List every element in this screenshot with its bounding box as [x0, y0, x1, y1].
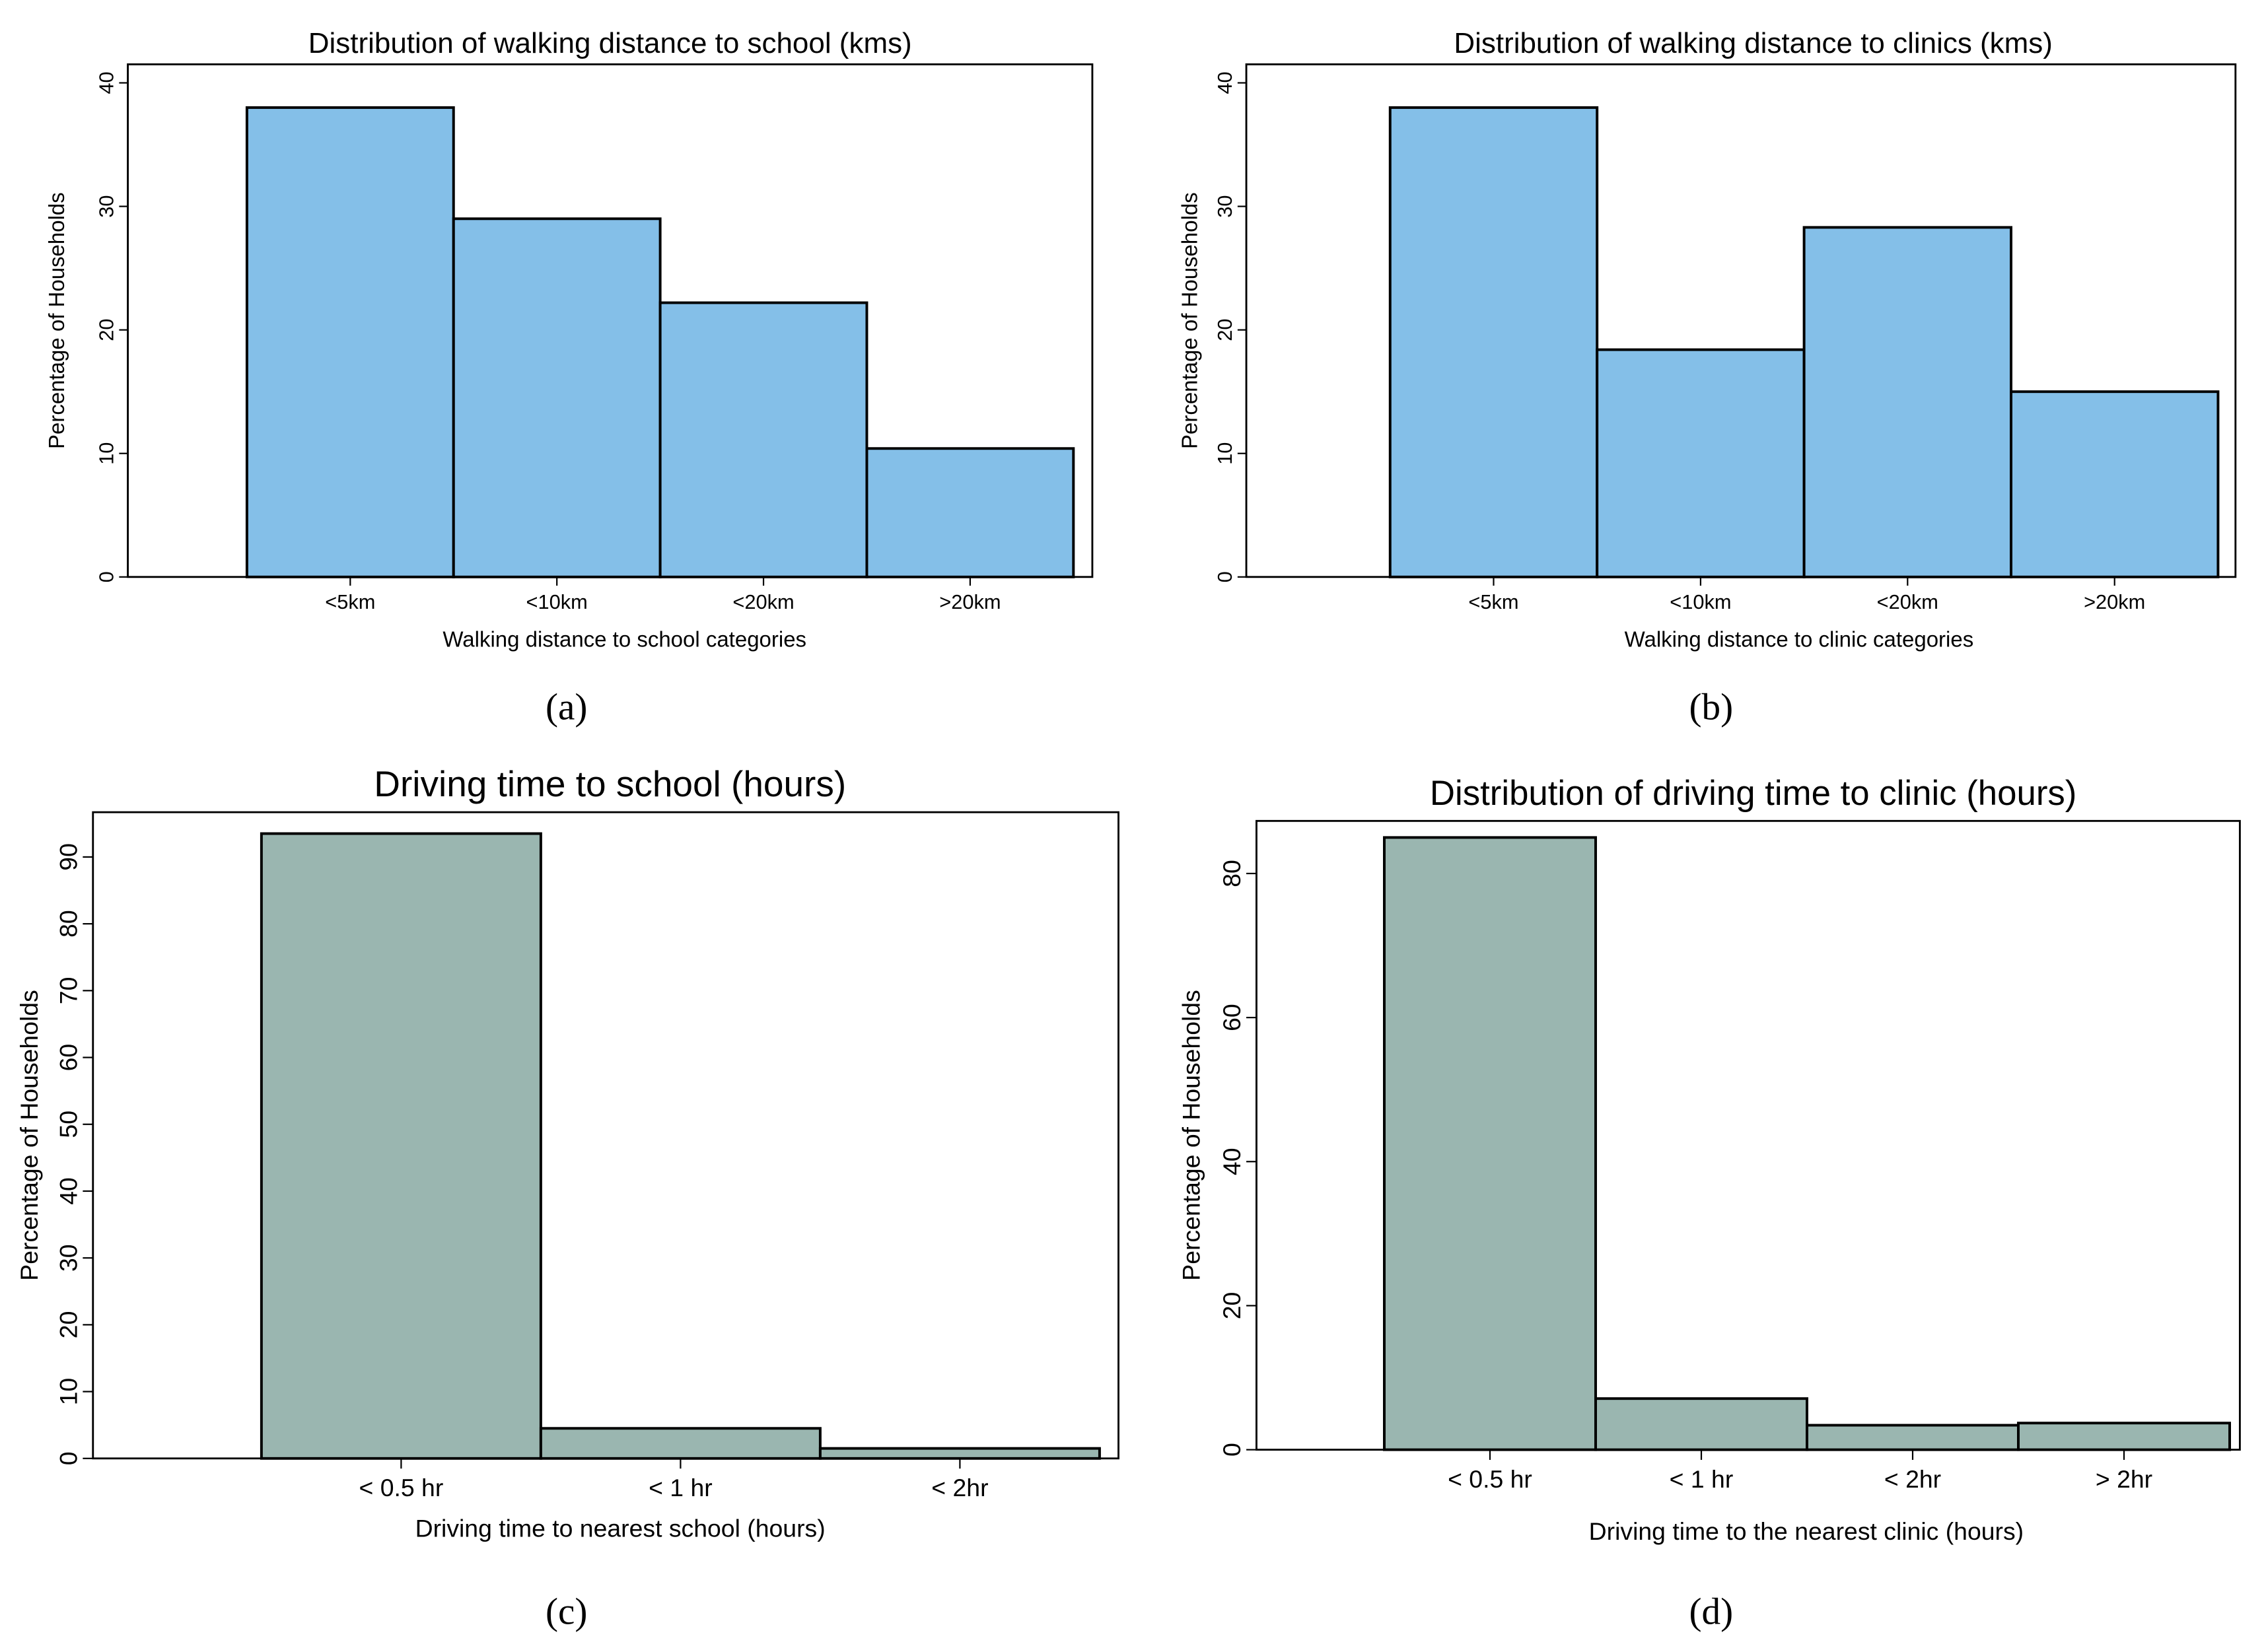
- chart-title: Driving time to school (hours): [374, 763, 846, 804]
- x-tick-label: <20km: [732, 590, 794, 613]
- panel-caption: (a): [546, 686, 587, 728]
- bar-1: [539, 1427, 822, 1460]
- y-axis-label: Percentage of Households: [15, 990, 43, 1281]
- y-tick-label: 30: [55, 1244, 83, 1272]
- y-axis-label: Percentage of Households: [1178, 990, 1205, 1281]
- panel-caption: (b): [1689, 686, 1734, 728]
- y-tick-label: 0: [55, 1451, 83, 1465]
- y-tick-label: 60: [1218, 1004, 1246, 1031]
- y-tick-label: 0: [1218, 1443, 1246, 1457]
- x-tick-label: < 0.5 hr: [1448, 1465, 1532, 1493]
- x-axis-label: Walking distance to clinic categories: [1625, 627, 1974, 651]
- y-axis-label: Percentage of Households: [1177, 192, 1201, 449]
- x-tick-label: < 2hr: [931, 1474, 988, 1501]
- chart-panel-c: Driving time to school (hours) < 0.5 hr < …: [15, 763, 1119, 1633]
- x-tick-label: > 2hr: [2096, 1465, 2152, 1493]
- y-tick-label: 70: [55, 977, 83, 1005]
- y-tick-label: 30: [95, 195, 118, 217]
- bar-1: [1594, 1397, 1808, 1451]
- chart-panel-d: Distribution of driving time to clinic (…: [1178, 774, 2241, 1633]
- plot-frame: [92, 811, 1119, 1460]
- y-tick-label: 0: [1213, 571, 1236, 582]
- y-tick-label: 90: [55, 843, 83, 871]
- y-tick-label: 20: [95, 319, 118, 341]
- panel-caption: (d): [1689, 1591, 1734, 1633]
- y-tick-label: 40: [1213, 71, 1236, 94]
- y-tick-label: 40: [55, 1177, 83, 1205]
- bar-0: [1383, 836, 1597, 1451]
- x-axis-label: Driving time to the nearest clinic (hour…: [1589, 1517, 2024, 1545]
- x-tick-label: <5km: [1468, 590, 1518, 613]
- chart-title: Distribution of walking distance to scho…: [308, 27, 912, 59]
- bar-3: [2010, 390, 2220, 578]
- chart-title: Distribution of driving time to clinic (…: [1430, 774, 2076, 813]
- y-tick-label: 10: [1213, 442, 1236, 465]
- bar-2: [1806, 1424, 2020, 1451]
- bar-0: [1388, 106, 1599, 578]
- y-tick-label: 20: [1213, 319, 1236, 341]
- bar-1: [452, 217, 662, 578]
- x-axis-label: Driving time to nearest school (hours): [415, 1515, 826, 1542]
- y-tick-label: 30: [1213, 195, 1236, 217]
- y-tick-label: 40: [1218, 1148, 1246, 1175]
- x-tick-label: < 0.5 hr: [359, 1474, 443, 1501]
- y-tick-label: 20: [55, 1311, 83, 1339]
- bar-3: [2017, 1422, 2231, 1451]
- chart-panel-b: Distribution of walking distance to clin…: [1177, 27, 2237, 728]
- y-tick-label: 80: [55, 910, 83, 938]
- bar-2: [1802, 226, 2012, 578]
- x-tick-label: <5km: [325, 590, 375, 613]
- x-tick-label: < 1 hr: [649, 1474, 713, 1501]
- y-tick-label: 80: [1218, 860, 1246, 887]
- x-tick-label: <10km: [1670, 590, 1731, 613]
- bar-0: [245, 106, 455, 578]
- bar-0: [260, 832, 542, 1460]
- bar-2: [658, 301, 868, 578]
- y-tick-label: 50: [55, 1111, 83, 1138]
- x-tick-label: <10km: [526, 590, 588, 613]
- x-axis-label: Walking distance to school categories: [443, 627, 806, 651]
- y-tick-label: 20: [1218, 1292, 1246, 1320]
- x-tick-label: >20km: [939, 590, 1001, 613]
- x-tick-label: >20km: [2084, 590, 2145, 613]
- x-tick-label: < 2hr: [1884, 1465, 1941, 1493]
- y-tick-label: 0: [95, 571, 118, 582]
- bar-1: [1596, 348, 1806, 578]
- bar-3: [865, 447, 1075, 578]
- bar-2: [818, 1447, 1101, 1460]
- x-tick-label: < 1 hr: [1670, 1465, 1734, 1493]
- y-tick-label: 10: [55, 1378, 83, 1406]
- y-axis-label: Percentage of Households: [44, 192, 69, 449]
- chart-panel-a: Distribution of walking distance to scho…: [44, 27, 1094, 728]
- y-tick-label: 60: [55, 1044, 83, 1072]
- y-tick-label: 40: [95, 71, 118, 94]
- x-tick-label: <20km: [1877, 590, 1938, 613]
- panel-caption: (c): [546, 1591, 587, 1633]
- chart-title: Distribution of walking distance to clin…: [1454, 27, 2053, 59]
- y-tick-label: 10: [95, 442, 118, 465]
